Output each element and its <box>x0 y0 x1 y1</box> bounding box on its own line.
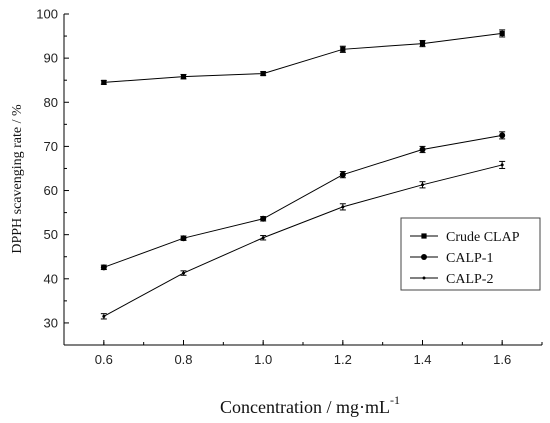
x-axis-title-superscript: -1 <box>390 393 400 407</box>
series-line <box>103 164 503 317</box>
legend-item: CALP-2 <box>410 272 493 287</box>
data-point <box>101 79 107 86</box>
data-point <box>182 271 185 275</box>
series-layer <box>100 29 506 320</box>
legend-marker <box>421 233 427 239</box>
data-point <box>499 30 505 37</box>
series-calp-1 <box>100 131 506 271</box>
series-line <box>103 32 503 83</box>
legend: Crude CLAP CALP-1 CALP-2 <box>400 217 541 291</box>
data-point <box>100 264 107 271</box>
data-point <box>421 183 424 187</box>
data-point <box>260 215 267 222</box>
y-tick-label: 70 <box>44 139 58 154</box>
series-crude-clap <box>100 29 506 86</box>
data-point <box>180 235 187 242</box>
legend-items: Crude CLAP CALP-1 CALP-2 <box>410 230 520 287</box>
y-tick-label: 40 <box>44 271 58 286</box>
legend-item: CALP-1 <box>410 251 493 266</box>
series-calp-2 <box>100 160 506 320</box>
x-axis-title-main: Concentration / mg·mL <box>220 397 390 417</box>
y-tick-label: 60 <box>44 183 58 198</box>
legend-label: Crude CLAP <box>446 230 520 245</box>
x-tick-label: 1.4 <box>413 352 431 367</box>
legend-label: CALP-1 <box>446 251 493 266</box>
data-point <box>499 132 506 139</box>
legend-label: CALP-2 <box>446 272 493 287</box>
y-tick-label: 80 <box>44 95 58 110</box>
data-point <box>419 40 426 47</box>
x-tick-label: 0.8 <box>174 352 192 367</box>
data-point <box>419 146 426 153</box>
y-tick-label: 50 <box>44 227 58 242</box>
y-axis-ticks: 30 40 50 60 70 80 90 100 <box>36 7 69 346</box>
data-point <box>341 205 345 209</box>
data-point <box>102 314 106 318</box>
x-tick-label: 1.2 <box>334 352 352 367</box>
series-line <box>103 134 503 268</box>
y-tick-label: 100 <box>36 7 58 22</box>
y-tick-label: 30 <box>44 315 58 330</box>
x-tick-label: 0.6 <box>95 352 113 367</box>
data-point <box>261 236 265 240</box>
legend-item: Crude CLAP <box>410 230 520 245</box>
data-point <box>180 74 187 80</box>
legend-marker <box>421 254 427 260</box>
plot-frame <box>63 14 542 346</box>
x-axis-title: Concentration / mg·mL-1 <box>220 393 400 417</box>
data-point <box>260 70 266 77</box>
y-tick-label: 90 <box>44 51 58 66</box>
data-point <box>339 171 346 178</box>
data-point <box>500 163 504 167</box>
data-point <box>340 46 346 52</box>
y-axis-title: DPPH scavenging rate / % <box>10 104 25 254</box>
x-tick-label: 1.0 <box>254 352 272 367</box>
legend-marker <box>422 276 426 280</box>
x-axis-ticks: 0.6 0.8 1.0 1.2 1.4 1.6 <box>63 340 543 367</box>
x-tick-label: 1.6 <box>493 352 511 367</box>
